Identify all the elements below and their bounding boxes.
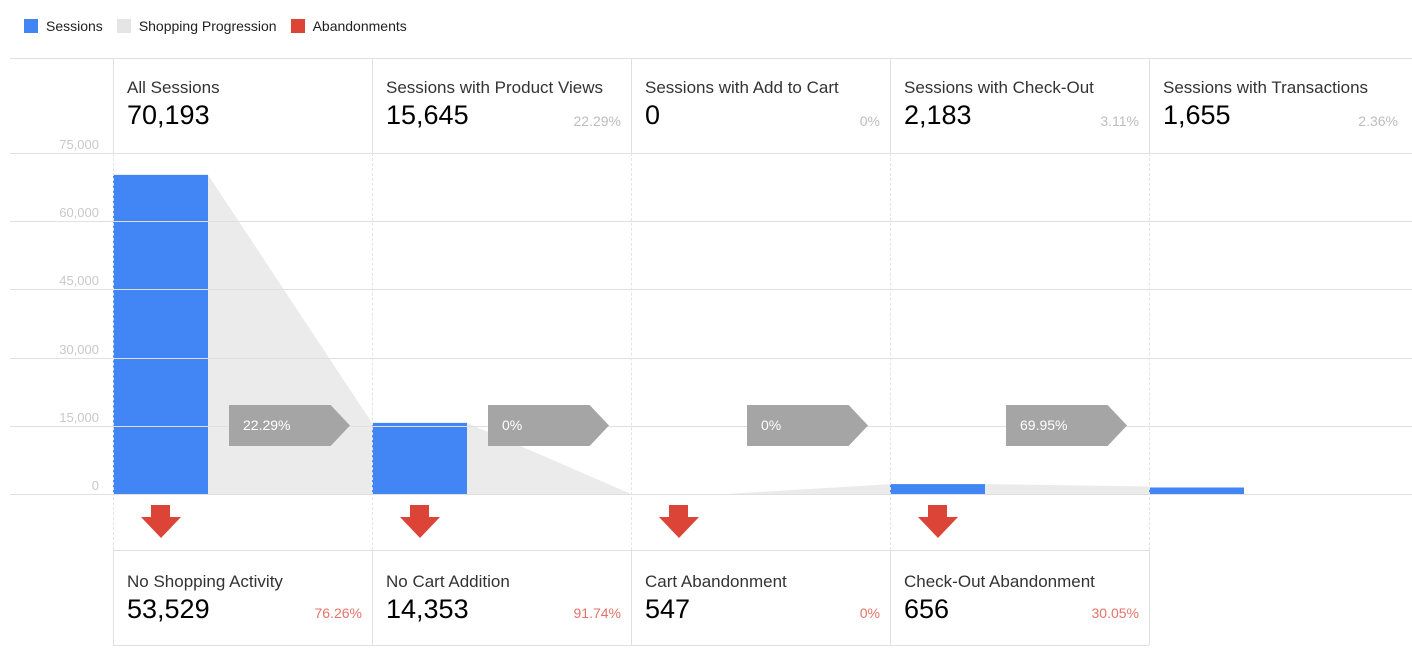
abandonment-rate: 30.05% <box>1091 605 1139 621</box>
stage-value: 2,183 <box>904 100 972 130</box>
stage-percent: 3.11% <box>1100 113 1139 129</box>
stage-value: 15,645 <box>386 100 469 130</box>
sessions-bar <box>1149 486 1244 494</box>
stage-value: 1,655 <box>1163 100 1231 130</box>
gridline <box>10 221 1412 223</box>
stage-card: Sessions with Check-Out 2,183 3.11% <box>890 58 1149 153</box>
progression-rate-arrow: 0% <box>747 405 868 446</box>
column-divider <box>890 550 891 645</box>
shopping-progression-area <box>985 484 1149 494</box>
shopping-progression-area <box>208 174 372 494</box>
column-divider <box>372 58 373 153</box>
sessions-bar <box>113 174 208 494</box>
column-divider-dashed <box>1149 153 1150 550</box>
abandonment-arrow-icon <box>918 505 958 538</box>
stage-value: 0 <box>645 100 661 130</box>
stage-percent: 2.36% <box>1358 113 1398 129</box>
stage-title: Sessions with Add to Cart <box>645 78 839 97</box>
stage-card: Sessions with Transactions 1,655 2.36% <box>1149 58 1408 153</box>
abandonment-card: Check-Out Abandonment 656 30.05% <box>890 550 1149 645</box>
abandonment-label: Cart Abandonment <box>645 572 787 591</box>
gridline <box>10 425 1412 427</box>
progression-rate-arrow: 0% <box>488 405 609 446</box>
abandonment-label: No Shopping Activity <box>127 572 283 591</box>
sessions-bar <box>890 484 985 494</box>
progression-rate-arrow: 22.29% <box>229 405 350 446</box>
column-divider <box>372 550 373 645</box>
stage-card: Sessions with Add to Cart 0 0% <box>631 58 890 153</box>
column-divider-dashed <box>372 153 373 550</box>
stage-card: All Sessions 70,193 <box>113 58 372 153</box>
stage-percent: 22.29% <box>573 113 621 129</box>
bottom-border <box>113 645 1149 646</box>
column-divider <box>631 550 632 645</box>
stage-title: All Sessions <box>127 78 220 97</box>
shopping-progression-area <box>726 484 890 494</box>
column-divider-dashed <box>631 153 632 550</box>
column-divider-dashed <box>113 153 114 550</box>
abandonment-arrow-icon <box>400 505 440 538</box>
shopping-progression-area <box>467 422 631 494</box>
y-tick-label: 60,000 <box>59 205 99 221</box>
abandonment-label: Check-Out Abandonment <box>904 572 1095 591</box>
abandonment-arrow-icon <box>141 505 181 538</box>
bar-separator <box>1149 486 1244 488</box>
abandonment-value: 547 <box>645 594 691 624</box>
column-divider-dashed <box>890 153 891 550</box>
abandonment-label: No Cart Addition <box>386 572 510 591</box>
column-divider <box>890 58 891 153</box>
column-divider <box>1149 550 1150 645</box>
column-divider <box>113 58 114 153</box>
sessions-bar <box>372 422 467 494</box>
stage-title: Sessions with Product Views <box>386 78 604 97</box>
abandonment-value: 53,529 <box>127 594 210 624</box>
abandonment-rate: 0% <box>859 605 880 621</box>
abandonment-arrow-icon <box>659 505 699 538</box>
legend-abandonments: Abandonments <box>290 18 407 34</box>
legend-sessions: Sessions <box>24 18 103 34</box>
abandonment-value: 656 <box>904 594 950 624</box>
stage-card: Sessions with Product Views 15,645 22.29% <box>372 58 631 153</box>
abandonment-value: 14,353 <box>386 594 469 624</box>
column-divider <box>1149 58 1150 153</box>
abandonment-card: No Shopping Activity 53,529 76.26% <box>113 550 372 645</box>
progression-rate-arrow: 69.95% <box>1006 405 1127 446</box>
y-tick-label: 15,000 <box>59 409 99 425</box>
stage-percent: 0% <box>859 113 880 129</box>
stage-title: Sessions with Transactions <box>1163 78 1369 97</box>
legend: Sessions Shopping Progression Abandonmen… <box>24 18 407 34</box>
column-divider <box>113 550 114 645</box>
stage-title: Sessions with Check-Out <box>904 78 1094 97</box>
gridline <box>10 357 1412 359</box>
stage-value: 70,193 <box>127 100 210 130</box>
abandonment-rate: 76.26% <box>314 605 362 621</box>
gridline <box>10 153 1412 154</box>
gridline <box>10 289 1412 291</box>
abandonment-card: No Cart Addition 14,353 91.74% <box>372 550 631 645</box>
abandonment-rate: 91.74% <box>573 605 621 621</box>
y-tick-label: 75,000 <box>59 137 99 152</box>
y-tick-label: 45,000 <box>59 273 99 289</box>
header-top-border <box>10 58 1412 59</box>
abandonment-card: Cart Abandonment 547 0% <box>631 550 890 645</box>
column-divider <box>631 58 632 153</box>
y-tick-label: 0 <box>91 478 99 493</box>
y-tick-label: 30,000 <box>59 341 99 357</box>
gridline <box>10 494 1412 495</box>
legend-shopping-progression: Shopping Progression <box>116 18 277 34</box>
